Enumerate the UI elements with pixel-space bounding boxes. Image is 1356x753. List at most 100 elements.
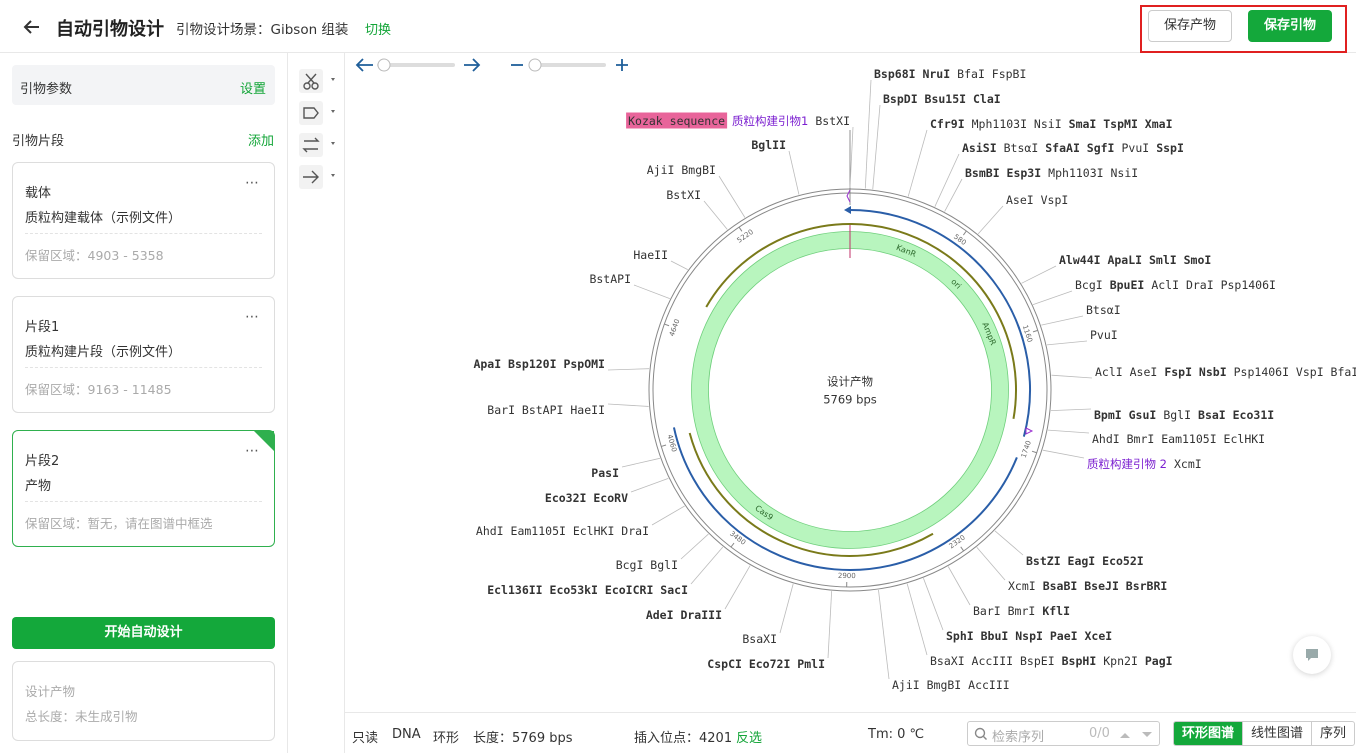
summary-title: 设计产物 [25,684,76,699]
statusbar-divider [345,712,1356,713]
save-primer-button[interactable]: 保存引物 [1248,10,1332,42]
enzyme-name: BstAPI [589,272,631,286]
enzyme-name: XcmI [1174,457,1202,471]
orf-arc [688,432,934,557]
enzyme-label: ApaI Bsp120I PspOMI [473,357,605,371]
enzyme-label-group: Bsp68I NruI BfaI FspBI [864,67,1026,189]
card-file: 产物 [25,479,52,494]
back-button[interactable] [22,17,42,37]
summary-box [12,661,275,741]
save-product-button[interactable]: 保存产物 [1148,10,1232,42]
enzyme-label: XcmI BsaBI BseJI BsrBRI [1008,579,1167,593]
tool-divider [344,53,345,753]
start-design-button[interactable]: 开始自动设计 [12,617,275,649]
tether-line [923,578,944,631]
tether-line [630,477,669,493]
enzyme-label-group: BstAPI [589,272,670,300]
enzyme-name: Alw44I ApaLI SmlI SmoI [1059,253,1211,267]
enzyme-name: AseI VspI [1006,193,1068,207]
fragment-card[interactable]: 片段1 质粒构建片段（示例文件） 保留区域：9163 - 11485 ⋯ [12,296,275,413]
tether-line [976,547,1006,581]
enzyme-label: BstXI [666,188,701,202]
card-file: 质粒构建片段（示例文件） [25,345,182,360]
card-title: 载体 [25,186,52,201]
highlight-box [1140,5,1347,53]
card-divider [25,501,262,502]
card-title: 片段1 [25,320,60,335]
view-tab[interactable]: 环形图谱 [1174,722,1243,745]
enzyme-label-group: AjiI BmgBI AccIII [878,589,1010,692]
enzyme-label: BarI BstAPI HaeII [487,403,605,417]
enzyme-label: Eco32I EcoRV [545,491,628,505]
enzyme-label: BsaXI [742,632,777,646]
enzyme-label: Cfr9I Mph1103I NsiI SmaI TspMI XmaI [930,117,1173,131]
insert-site: 插入位点：4201 [634,731,733,746]
tm-label: Tm: 0 ℃ [868,727,925,742]
enzyme-name: KflI [1042,604,1070,618]
view-tab[interactable]: 序列 [1311,722,1354,745]
switch-link[interactable]: 切换 [365,23,392,38]
primer-marker [1025,427,1034,435]
tether-line [621,457,660,468]
tether-line [934,153,960,207]
invert-selection[interactable]: 反选 [736,731,763,746]
fragments-title: 引物片段 [12,134,65,149]
tether-line [994,530,1024,556]
tether-line [690,546,724,585]
tether-line [607,368,650,371]
card-menu[interactable]: ⋯ [245,309,260,325]
plasmid-map: 58011601740232029003480406046405220KanRo… [473,67,1356,692]
tick-mark [730,542,735,548]
sidebar-divider [287,53,288,753]
tether-line [703,200,728,230]
tether-line [1046,340,1088,346]
enzyme-name: BcgI BglI [616,558,678,572]
enzyme-name: ApaI Bsp120I PspOMI [473,357,605,371]
enzyme-label: AhdI Eam1105I EclHKI DraI [476,524,649,538]
enzyme-label: AdeI DraIII [646,608,722,622]
enzyme-label-group: BcgI BpuEI AclI DraI Psp1406I [1032,278,1276,305]
zoom-controls[interactable] [355,55,635,77]
tick-label: 580 [952,233,968,247]
params-settings[interactable]: 设置 [240,82,267,97]
enzyme-label: BcgI BpuEI AclI DraI Psp1406I [1075,278,1276,292]
enzyme-label: BcgI BglI [616,558,678,572]
enzyme-label-group: SphI BbuI NspI PaeI XceI [923,578,1112,643]
enzyme-label-group: BsaXI [742,583,794,646]
search-box[interactable]: 检索序列 0/0 [967,721,1160,746]
enzyme-label-group: PvuI [1046,328,1118,346]
length-label: 长度：5769 bps [473,731,573,746]
search-placeholder: 检索序列 [992,730,1045,745]
enzyme-label-group: AclI AseI FspI NsbI Psp1406I VspI BfaI [1051,365,1356,379]
tether-line [1021,265,1057,284]
fragment-card[interactable]: 载体 质粒构建载体（示例文件） 保留区域：4903 - 5358 ⋯ [12,162,275,279]
enzyme-label-group: BspDI Bsu15I ClaI [872,92,1001,190]
view-tab[interactable]: 线性图谱 [1242,722,1311,745]
primer-label: 质粒构建引物1 [732,114,808,128]
enzyme-label: AsiSI BtsαI SfaAI SgfI PvuI SspI [962,141,1184,155]
enzyme-name: BsmBI Esp3I [965,166,1041,180]
primer-arc [849,209,1031,437]
tether-line [788,150,800,195]
enzyme-name: BfaI FspBI [957,67,1026,81]
add-fragment[interactable]: 添加 [248,134,275,149]
card-menu[interactable]: ⋯ [245,175,260,191]
enzyme-name: BcgI [1075,278,1103,292]
tether-line [1047,429,1090,434]
tick-label: 5220 [736,228,755,245]
enzyme-name: SmaI TspMI XmaI [1069,117,1173,131]
fragment-card[interactable]: 片段2 产物 保留区域：暂无，请在图谱中框选 ⋯ [12,430,275,547]
topology-label: 环形 [433,731,460,746]
enzyme-label: BstAPI [589,272,631,286]
enzyme-name: SspI [1156,141,1184,155]
scene-label: 引物设计场景：Gibson 组装 [176,22,349,38]
tick-mark [661,444,667,447]
card-region: 保留区域：4903 - 5358 [25,248,164,263]
enzyme-name: BpuEI [1110,278,1145,292]
feature-tag: Kozak sequence [628,114,725,128]
enzyme-name: AdeI DraIII [646,608,722,622]
feedback-button[interactable] [1293,636,1331,674]
enzyme-name: AclI AseI [1095,365,1157,379]
enzyme-name: PvuI [1090,328,1118,342]
